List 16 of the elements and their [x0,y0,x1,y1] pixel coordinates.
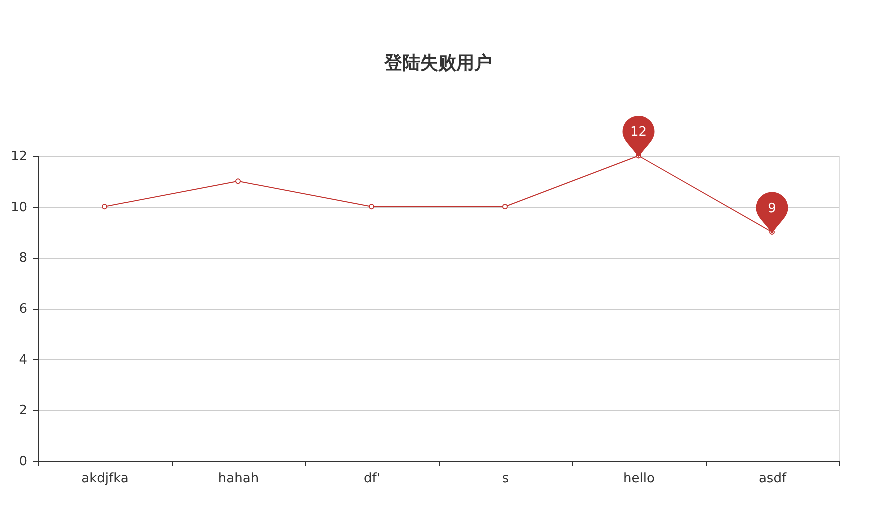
annotation: 9 [768,201,776,216]
x-tick-label: asdf [758,472,787,486]
x-tick-label: hello [624,472,655,486]
y-tick-label: 12 [10,150,28,164]
y-tick-label: 6 [19,302,28,317]
y-tick-label: 0 [19,454,28,470]
y-tick-label: 10 [10,200,28,216]
x-tick-label: s [502,472,510,486]
x-tick-label: df' [364,472,380,486]
chart-title: 登陆失败用户 [384,53,492,74]
x-tick-label: hahah [218,472,260,486]
y-tick-label: 2 [19,404,28,419]
x-tick-label: akdjfka [82,472,129,486]
y-tick-label: 4 [19,352,28,368]
y-tick-label: 8 [19,251,28,266]
annotation: 12 [630,125,648,140]
